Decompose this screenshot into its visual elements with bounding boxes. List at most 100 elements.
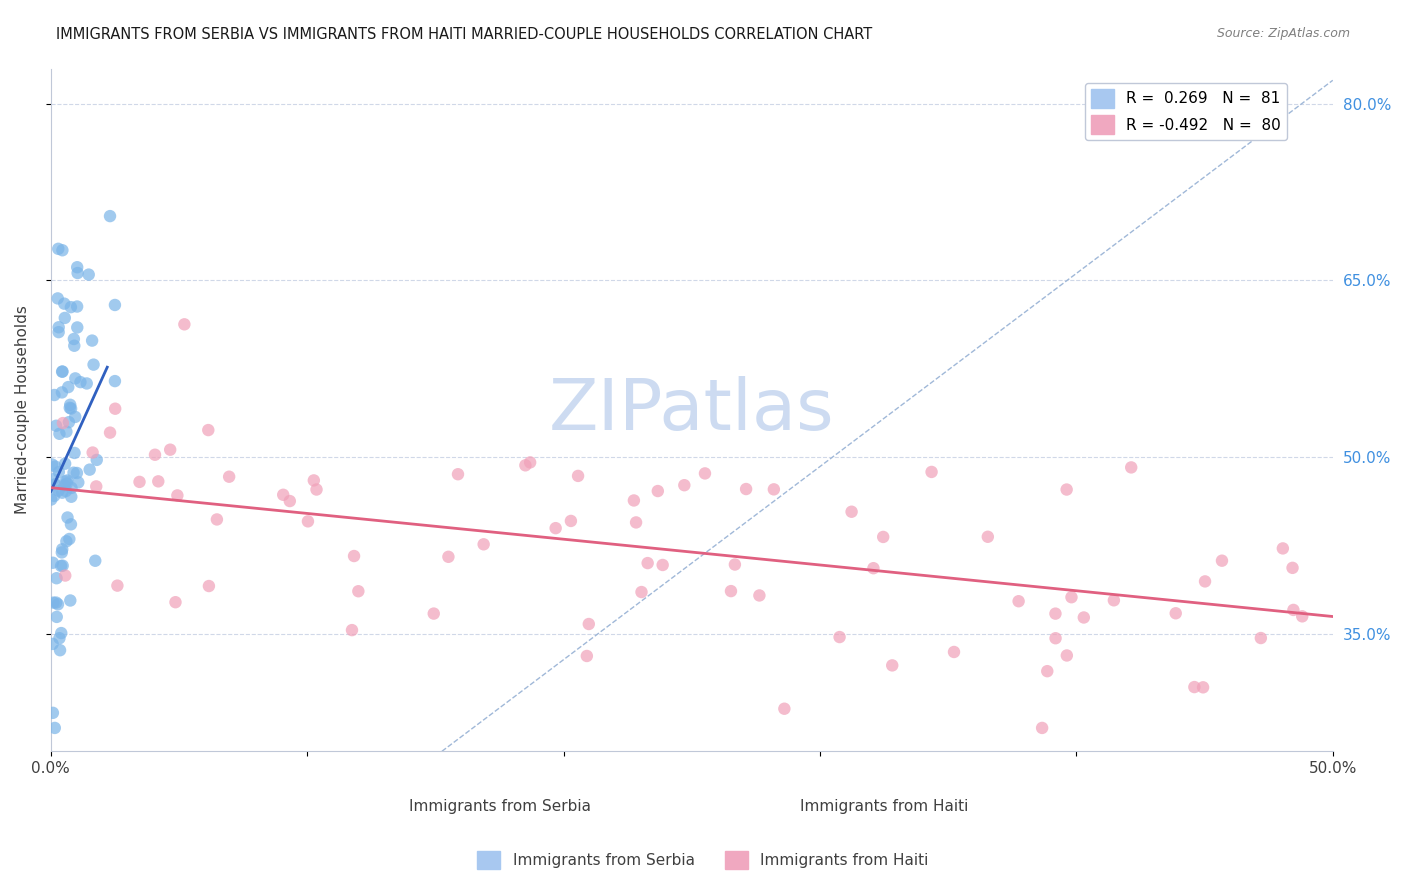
Immigrants from Haiti <box>1036 664 1059 678</box>
Immigrants from Haiti <box>143 448 166 462</box>
Immigrants from Haiti <box>198 579 221 593</box>
Immigrants from Serbia <box>66 266 89 280</box>
Immigrants from Haiti <box>673 478 696 492</box>
Immigrants from Serbia <box>59 517 82 532</box>
Immigrants from Haiti <box>1250 631 1272 645</box>
Immigrants from Serbia <box>44 388 66 402</box>
Immigrants from Serbia <box>51 365 73 379</box>
Immigrants from Haiti <box>165 595 187 609</box>
Immigrants from Serbia <box>63 332 86 346</box>
Immigrants from Haiti <box>1060 591 1083 605</box>
Immigrants from Serbia <box>52 558 75 573</box>
Immigrants from Haiti <box>515 458 537 473</box>
Immigrants from Haiti <box>623 493 645 508</box>
Immigrants from Haiti <box>1194 574 1216 589</box>
Immigrants from Serbia <box>59 593 82 607</box>
Immigrants from Haiti <box>297 514 319 528</box>
Text: Immigrants from Haiti: Immigrants from Haiti <box>800 799 969 814</box>
Immigrants from Serbia <box>44 459 66 474</box>
Immigrants from Serbia <box>56 476 79 491</box>
Immigrants from Serbia <box>56 510 79 524</box>
Immigrants from Haiti <box>1182 680 1205 694</box>
Immigrants from Haiti <box>647 483 669 498</box>
Immigrants from Haiti <box>560 514 582 528</box>
Immigrants from Serbia <box>44 721 66 735</box>
Immigrants from Haiti <box>343 549 366 563</box>
Immigrants from Serbia <box>82 334 104 348</box>
Legend: R =  0.269   N =  81, R = -0.492   N =  80: R = 0.269 N = 81, R = -0.492 N = 80 <box>1084 83 1286 140</box>
Immigrants from Serbia <box>59 300 82 314</box>
Immigrants from Serbia <box>59 398 82 412</box>
Immigrants from Haiti <box>519 455 541 469</box>
Immigrants from Serbia <box>42 556 65 570</box>
Immigrants from Haiti <box>1121 460 1143 475</box>
Immigrants from Serbia <box>67 475 90 490</box>
Immigrants from Serbia <box>86 453 108 467</box>
Immigrants from Haiti <box>422 607 444 621</box>
Immigrants from Haiti <box>105 579 128 593</box>
Immigrants from Haiti <box>921 465 943 479</box>
Immigrants from Haiti <box>82 445 104 459</box>
Immigrants from Serbia <box>48 320 70 334</box>
Immigrants from Serbia <box>56 474 79 488</box>
Immigrants from Haiti <box>575 648 598 663</box>
Text: ZIPatlas: ZIPatlas <box>548 376 835 444</box>
Immigrants from Serbia <box>41 458 63 472</box>
Immigrants from Serbia <box>45 596 67 610</box>
Immigrants from Haiti <box>651 558 673 572</box>
Immigrants from Serbia <box>77 268 100 282</box>
Immigrants from Haiti <box>166 488 188 502</box>
Immigrants from Haiti <box>1045 632 1067 646</box>
Immigrants from Haiti <box>1007 594 1029 608</box>
Immigrants from Haiti <box>84 479 107 493</box>
Immigrants from Haiti <box>271 488 294 502</box>
Immigrants from Serbia <box>53 478 76 492</box>
Immigrants from Haiti <box>53 568 76 582</box>
Immigrants from Haiti <box>841 505 863 519</box>
Immigrants from Serbia <box>55 484 77 499</box>
Immigrants from Serbia <box>84 554 107 568</box>
Immigrants from Haiti <box>128 475 150 489</box>
Immigrants from Serbia <box>53 310 76 325</box>
Immigrants from Haiti <box>1031 721 1053 735</box>
Text: Immigrants from Serbia: Immigrants from Serbia <box>409 799 591 814</box>
Immigrants from Serbia <box>65 409 87 424</box>
Immigrants from Serbia <box>46 597 69 611</box>
Immigrants from Serbia <box>44 489 66 503</box>
Immigrants from Haiti <box>278 494 301 508</box>
Immigrants from Serbia <box>51 244 73 258</box>
Immigrants from Haiti <box>347 584 370 599</box>
Immigrants from Haiti <box>1192 681 1215 695</box>
Immigrants from Haiti <box>218 469 240 483</box>
Immigrants from Serbia <box>48 483 70 498</box>
Immigrants from Haiti <box>52 416 75 430</box>
Immigrants from Haiti <box>159 442 181 457</box>
Text: Source: ZipAtlas.com: Source: ZipAtlas.com <box>1216 27 1350 40</box>
Immigrants from Haiti <box>1281 561 1303 575</box>
Immigrants from Haiti <box>1056 648 1078 663</box>
Immigrants from Serbia <box>58 532 80 546</box>
Immigrants from Serbia <box>63 446 86 460</box>
Immigrants from Serbia <box>49 558 72 573</box>
Immigrants from Haiti <box>1282 603 1305 617</box>
Immigrants from Serbia <box>45 418 67 433</box>
Immigrants from Serbia <box>66 300 89 314</box>
Immigrants from Serbia <box>58 415 80 429</box>
Immigrants from Serbia <box>51 626 73 640</box>
Immigrants from Haiti <box>148 475 170 489</box>
Immigrants from Haiti <box>1056 483 1078 497</box>
Immigrants from Haiti <box>1073 610 1095 624</box>
Immigrants from Haiti <box>472 537 495 551</box>
Immigrants from Serbia <box>63 339 86 353</box>
Immigrants from Serbia <box>66 320 89 334</box>
Immigrants from Haiti <box>1045 607 1067 621</box>
Immigrants from Haiti <box>882 658 904 673</box>
Immigrants from Serbia <box>48 465 70 479</box>
Immigrants from Serbia <box>65 371 87 385</box>
Immigrants from Haiti <box>977 530 1000 544</box>
Immigrants from Haiti <box>1211 554 1233 568</box>
Immigrants from Haiti <box>724 558 747 572</box>
Immigrants from Serbia <box>45 610 67 624</box>
Immigrants from Haiti <box>637 556 659 570</box>
Immigrants from Haiti <box>720 584 742 599</box>
